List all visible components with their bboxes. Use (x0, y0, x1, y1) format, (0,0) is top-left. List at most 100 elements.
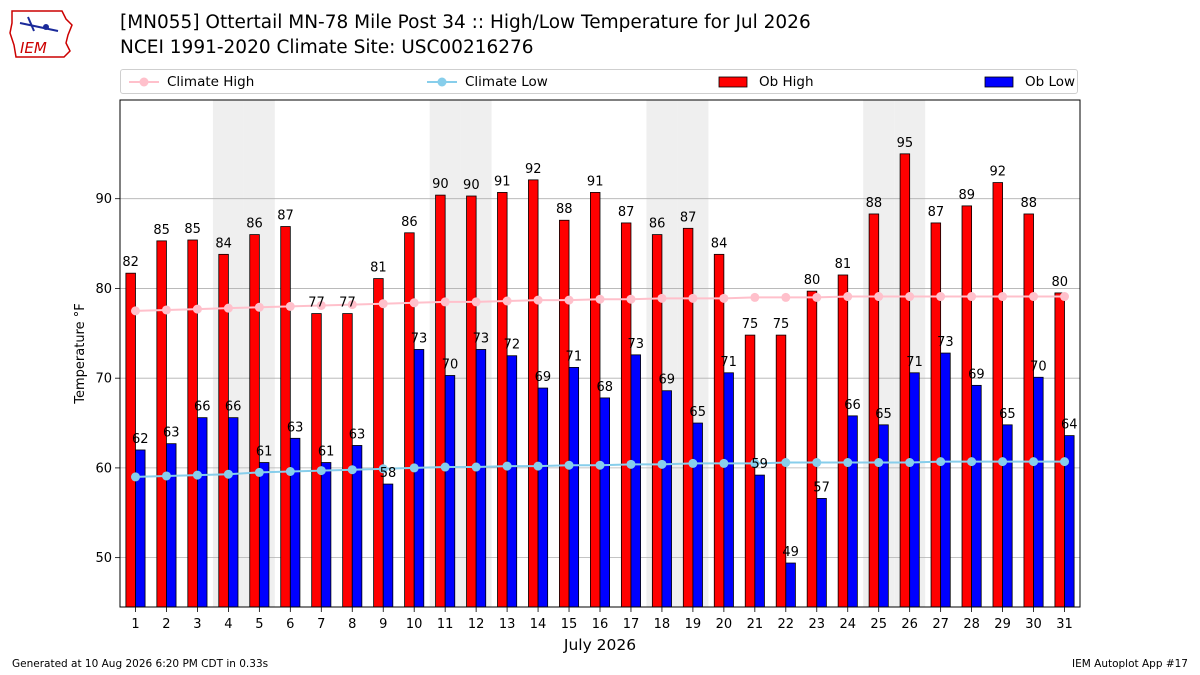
climate-low-point (967, 457, 977, 467)
ob-low-label: 61 (256, 445, 273, 460)
climate-low-point (595, 460, 605, 470)
x-tick-label: 29 (994, 617, 1011, 632)
ob-high-label: 92 (525, 162, 542, 177)
climate-high-point (998, 292, 1008, 302)
ob-low-label: 71 (906, 355, 923, 370)
ob-high-label: 82 (122, 255, 139, 270)
x-axis-label: July 2026 (563, 636, 636, 654)
ob-high-label: 87 (928, 205, 945, 220)
ob-high-label: 85 (153, 223, 170, 238)
climate-low-point (626, 459, 636, 469)
ob-low-bar (444, 375, 456, 608)
ob-high-label: 88 (1020, 196, 1037, 211)
ob-high-label: 87 (277, 209, 294, 224)
climate-high-point (378, 299, 388, 309)
climate-high-point (161, 305, 171, 315)
climate-high-point (347, 300, 357, 310)
climate-high-point (781, 292, 791, 302)
x-tick-label: 6 (286, 617, 294, 632)
ob-low-label: 58 (380, 466, 397, 481)
climate-high-point (719, 293, 729, 303)
ob-low-bar (971, 384, 982, 608)
chart-title: [MN055] Ottertail MN-78 Mile Post 34 :: … (120, 12, 811, 33)
ob-high-bar (311, 313, 322, 608)
x-tick-label: 2 (162, 617, 170, 632)
climate-low-point (812, 458, 822, 468)
x-tick-label: 14 (530, 617, 547, 632)
climate-high-point (657, 293, 667, 303)
ob-high-label: 86 (401, 215, 418, 230)
ob-low-label: 66 (194, 400, 211, 415)
ob-low-label: 65 (689, 405, 706, 420)
x-tick-label: 23 (809, 617, 826, 632)
x-tick-label: 17 (623, 617, 640, 632)
climate-high-point (533, 295, 543, 305)
climate-low-point (843, 458, 853, 468)
ob-high-bar (342, 313, 353, 608)
ob-high-label: 86 (649, 217, 666, 232)
climate-high-point (843, 292, 853, 302)
ob-high-bar (1023, 213, 1034, 608)
x-tick-label: 15 (561, 617, 578, 632)
ob-high-bar (404, 232, 415, 608)
climate-high-point (874, 292, 884, 302)
y-axis-label: Temperature °F (73, 303, 88, 404)
ob-high-label: 86 (246, 217, 263, 232)
climate-high-point (936, 292, 946, 302)
footer-app: IEM Autoplot App #17 (1072, 658, 1188, 670)
climate-low-point (688, 458, 698, 468)
x-tick-label: 31 (1056, 617, 1073, 632)
ob-low-label: 68 (597, 380, 614, 395)
climate-high-point (316, 300, 326, 310)
ob-low-label: 65 (875, 407, 892, 422)
climate-low-point (440, 462, 450, 472)
climate-low-point (316, 466, 326, 476)
x-tick-label: 26 (901, 617, 918, 632)
ob-high-label: 91 (587, 174, 604, 189)
x-tick-label: 12 (468, 617, 485, 632)
logo-text: IEM (20, 39, 47, 57)
ob-low-label: 73 (627, 337, 644, 352)
climate-high-point (440, 297, 450, 307)
climate-low-point (564, 460, 574, 470)
ob-low-label: 73 (411, 331, 428, 346)
legend-label-climate-low: Climate Low (465, 74, 548, 90)
y-tick-label: 60 (95, 461, 112, 476)
ob-high-label: 88 (866, 196, 883, 211)
ob-high-bar (961, 205, 973, 608)
ob-high-label: 84 (711, 236, 728, 251)
ob-low-bar (630, 354, 641, 608)
ob-high-bar (249, 234, 260, 608)
ob-low-bar (537, 387, 549, 608)
y-tick-label: 50 (95, 551, 112, 566)
x-tick-label: 1 (131, 617, 139, 632)
ob-low-bar (878, 424, 889, 608)
ob-low-bar (692, 422, 703, 608)
ob-high-label: 87 (618, 205, 635, 220)
ob-low-label: 69 (658, 373, 675, 388)
x-tick-label: 21 (747, 617, 764, 632)
climate-low-point (874, 458, 884, 468)
ob-low-bar (723, 372, 734, 608)
ob-high-label: 80 (1051, 275, 1068, 290)
x-tick-label: 16 (592, 617, 609, 632)
ob-low-label: 63 (349, 427, 366, 442)
climate-high-point (812, 292, 822, 302)
x-tick-label: 19 (685, 617, 702, 632)
ob-low-label: 65 (999, 407, 1016, 422)
ob-low-bar (166, 443, 177, 608)
ob-high-label: 80 (804, 273, 821, 288)
ob-high-label: 85 (184, 222, 201, 237)
ob-low-bar (413, 349, 425, 608)
ob-high-bar (528, 179, 539, 608)
climate-low-point (254, 467, 264, 477)
ob-low-label: 63 (287, 420, 304, 435)
ob-high-label: 89 (959, 188, 976, 203)
ob-low-label: 57 (813, 480, 830, 495)
ob-low-label: 69 (535, 370, 552, 385)
x-tick-label: 11 (437, 617, 454, 632)
ob-high-bar (559, 219, 570, 608)
ob-high-bar (590, 192, 601, 608)
ob-high-bar (713, 253, 725, 608)
climate-low-point (657, 459, 667, 469)
